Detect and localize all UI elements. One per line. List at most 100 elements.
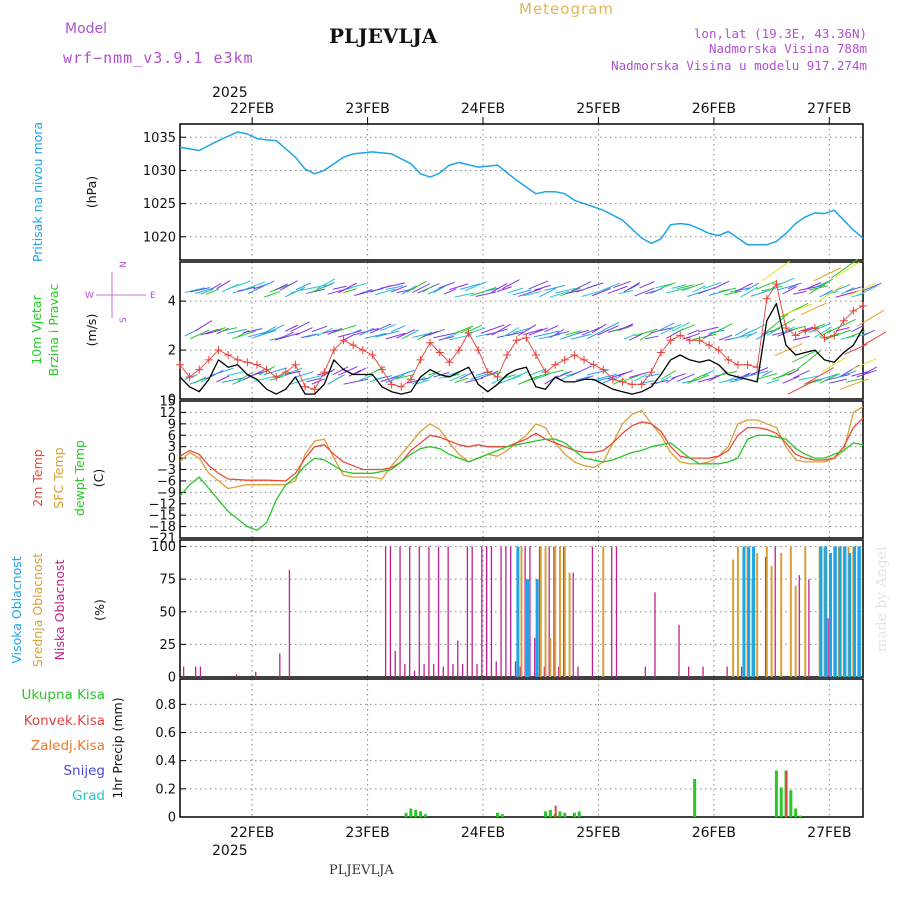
wind-arrow (353, 367, 367, 376)
temp-sfc-line (179, 406, 864, 490)
legend-conv-rain: Konvek.Kisa (24, 713, 105, 729)
wind-arrow (835, 290, 860, 298)
wind-arrow (459, 283, 481, 290)
wind-arrow (412, 283, 431, 294)
wind-arrow (623, 281, 640, 293)
precip-total-bar (794, 808, 798, 817)
wind-arrow (528, 327, 548, 336)
wind-gust-marker (387, 380, 396, 389)
wind-arrow (290, 288, 304, 294)
top-day-label: 25FEB (576, 101, 620, 117)
bottom-date-axis: 22FEB 23FEB 24FEB 25FEB 26FEB 27FEB (230, 825, 852, 841)
elevation-label: Nadmorska Visina 788m (709, 41, 867, 56)
wind-gust-marker (224, 350, 233, 359)
wind-arrow (554, 370, 573, 379)
wind-arrow (555, 330, 570, 336)
wind-tick-label: 4 (168, 295, 176, 310)
wind-gust-marker (782, 324, 791, 333)
wind-arrow (814, 326, 832, 338)
wind-arrow (348, 283, 366, 289)
wind-arrow (195, 376, 207, 383)
temp-tick-label: −6 (157, 474, 176, 489)
wind-arrow (459, 327, 472, 334)
top-day-label: 27FEB (807, 101, 851, 117)
wind-arrow (491, 323, 512, 336)
wind-arrow (475, 291, 497, 298)
wind-arrow (607, 285, 628, 294)
wind-gust-marker (589, 360, 598, 369)
wind-arrow (369, 323, 392, 334)
wind-arrow (269, 283, 292, 293)
wind-gust-marker (406, 375, 415, 384)
wind-arrow (189, 329, 210, 340)
wind-gust-marker (397, 382, 406, 391)
wind-arrow (449, 283, 469, 291)
precip-total-bar (409, 808, 413, 817)
wind-gust-marker (368, 350, 377, 359)
temp-frame (179, 400, 864, 539)
top-year-label: 2025 (212, 85, 248, 101)
temp-dewpt-line (179, 434, 864, 532)
wind-arrow (798, 375, 820, 381)
wind-arrow (602, 321, 620, 331)
wind-gust-marker (493, 372, 502, 381)
wind-arrow (290, 321, 310, 333)
wind-arrow (634, 287, 655, 297)
wind-title-1: 10m Vjetar (29, 294, 44, 364)
wind-arrow (195, 287, 213, 294)
wind-arrow (576, 376, 590, 381)
pressure-tick-label: 1030 (143, 164, 176, 179)
wind-arrow (819, 373, 840, 384)
wind-arrow (734, 328, 748, 336)
precip-total-bar (774, 770, 778, 817)
wind-arrow (745, 370, 769, 378)
cloud-tick-label: 0 (168, 671, 176, 686)
temp-tick-label: 6 (168, 429, 176, 444)
wind-arrow (428, 328, 445, 336)
wind-arrow (385, 285, 404, 290)
wind-arrow (502, 279, 520, 290)
wind-arrow (327, 328, 343, 335)
wind-gust-marker (454, 346, 463, 355)
wind-arrow (618, 290, 633, 295)
model-label: Model (65, 21, 107, 37)
wind-arrow (787, 325, 806, 332)
wind-gust-marker (810, 324, 819, 333)
wind-arrow (205, 329, 222, 335)
bottom-day-label: 24FEB (461, 825, 505, 841)
wind-arrow (221, 327, 237, 332)
top-day-label: 22FEB (230, 101, 274, 117)
wind-arrow (343, 288, 357, 294)
wind-arrow (343, 378, 369, 385)
precip-panel: 0.8 0.6 0.4 0.2 0 (155, 678, 864, 826)
cloud-panel: 100 75 50 25 0 (151, 539, 864, 686)
cloud-mid-title: Srednja Oblacnost (30, 553, 45, 667)
precip-total-bar (544, 811, 548, 817)
wind-gust-marker (291, 360, 300, 369)
wind-gust-marker (551, 360, 560, 369)
wind-gust-marker (570, 350, 579, 359)
wind-arrow (263, 324, 285, 335)
wind-arrow (544, 325, 559, 333)
wind-arrow (771, 277, 795, 289)
wind-gust-marker (445, 358, 454, 367)
wind-arrow-strong (787, 379, 816, 395)
wind-arrow-strong (830, 258, 859, 279)
wind-arrow (221, 377, 245, 383)
wind-arrow (258, 280, 275, 289)
wind-arrow (380, 375, 399, 383)
wind-arrow (211, 283, 222, 290)
wind-arrow (385, 374, 405, 384)
precip-total-bar (404, 812, 408, 817)
wind-arrow (660, 323, 681, 335)
compass-south: S (119, 317, 129, 323)
wind-arrow (327, 374, 345, 385)
wind-arrow (713, 280, 730, 290)
wind-arrow (454, 292, 475, 298)
wind-arrow (814, 373, 839, 382)
wind-gust-marker (791, 331, 800, 340)
precip-tick-label: 0.8 (155, 698, 176, 713)
wind-arrow (655, 322, 675, 333)
wind-arrow (602, 282, 621, 291)
